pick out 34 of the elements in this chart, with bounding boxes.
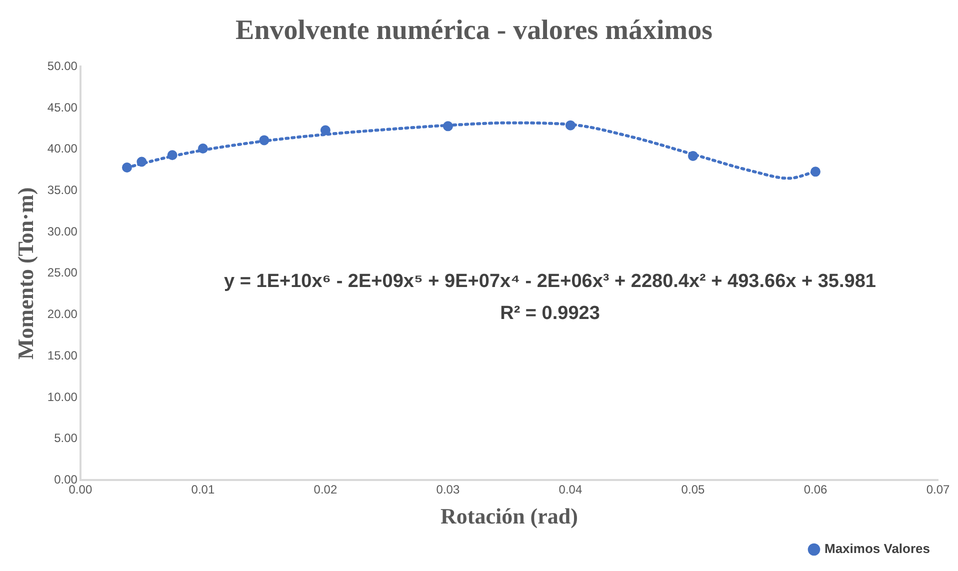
point xyxy=(198,143,208,154)
x-tick-label: 0.06 xyxy=(804,482,828,497)
point xyxy=(320,125,330,136)
x-tick-label: 0.03 xyxy=(436,482,460,497)
y-tick-label: 35.00 xyxy=(47,182,78,197)
y-tick-label: 25.00 xyxy=(47,266,78,280)
x-tick-label: 0.02 xyxy=(314,482,338,497)
y-tick-label: 45.00 xyxy=(47,100,78,114)
y-tick-label: 20.00 xyxy=(47,307,78,322)
x-tick-label: 0.00 xyxy=(68,482,92,497)
annotation: R² = 0.9923 xyxy=(500,303,600,324)
point xyxy=(688,150,698,161)
point xyxy=(810,166,820,177)
x-tick-label: 0.07 xyxy=(926,482,950,497)
point xyxy=(122,162,132,173)
x-tick-label: 0.04 xyxy=(558,482,582,497)
legend-label: Maximos Valores xyxy=(824,541,930,556)
y-tick-label: 5.00 xyxy=(54,431,78,446)
x-tick-label: 0.01 xyxy=(191,482,215,497)
point xyxy=(167,150,178,160)
y-tick-label: 30.00 xyxy=(47,224,78,238)
y-tick-label: 40.00 xyxy=(47,142,78,156)
y-tick-label: 10.00 xyxy=(47,390,78,404)
point xyxy=(259,135,270,146)
x-tick-label: 0.05 xyxy=(681,482,705,497)
point xyxy=(565,120,576,130)
y-axis-title: Momento (Ton·m) xyxy=(12,187,38,360)
y-tick-label: 15.00 xyxy=(47,348,78,362)
point xyxy=(442,121,453,132)
x-axis-title: Rotación (rad) xyxy=(440,503,578,528)
annotation: y = 1E+10x⁶ - 2E+09x⁵ + 9E+07x⁴ - 2E+06x³ + 2280.4x² + 493.66x + 35.981 xyxy=(224,271,876,292)
chart-title: Envolvente numérica - valores máximos xyxy=(236,15,713,46)
point xyxy=(136,156,147,167)
y-tick-label: 50.00 xyxy=(47,58,78,73)
